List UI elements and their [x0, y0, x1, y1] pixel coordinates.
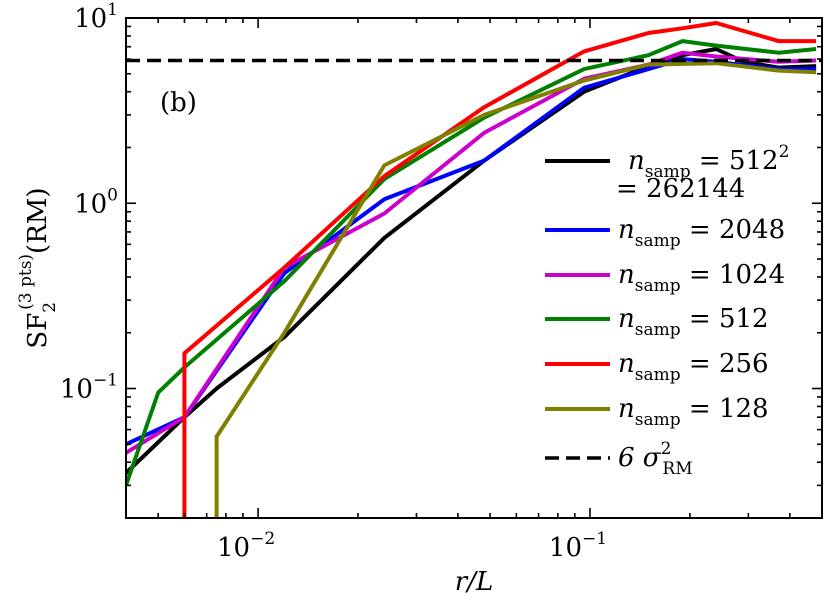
- legend-label-5: nsamp = 128: [618, 394, 769, 430]
- ticks-layer: 10−2 10−1 10−1 100 101: [60, 0, 823, 563]
- y-axis-label: SF2 (3 pts)(RM): [16, 187, 60, 348]
- svg-text:r/L: r/L: [455, 567, 493, 597]
- plot-frame: [125, 17, 823, 519]
- legend-label-3: nsamp = 512: [618, 304, 769, 340]
- legend: nsamp = 5122= 262144 nsamp = 2048 nsamp = …: [545, 142, 789, 479]
- x-axis-label: r/L: [455, 567, 493, 597]
- series-line-5: [214, 61, 817, 518]
- legend-label-2: nsamp = 1024: [618, 260, 785, 296]
- legend-label-1: nsamp = 2048: [618, 215, 785, 251]
- legend-label-4: nsamp = 256: [618, 349, 769, 385]
- x-tick-label-1: 10−1: [549, 529, 607, 563]
- y-axis-label-sup: (3 pts): [16, 254, 36, 310]
- series-line-2: [126, 50, 817, 455]
- legend-label-0: nsamp = 5122: [628, 142, 789, 182]
- y-axis-label-base: SF: [23, 313, 53, 349]
- series-layer: [126, 21, 822, 518]
- legend-label-6: 6 σ2 RM: [618, 439, 693, 479]
- legend-label-0-line2: = 262144: [616, 174, 745, 204]
- svg-text:SF2(3 pts)(RM): SF2 (3 pts)(RM): [16, 187, 60, 348]
- series-line-3: [126, 39, 817, 487]
- y-tick-label-2: 101: [74, 0, 118, 34]
- y-tick-label-0: 10−1: [60, 371, 118, 405]
- series-line-4: [182, 21, 817, 518]
- y-axis-label-suffix: (RM): [23, 187, 53, 254]
- x-tick-label-0: 10−2: [217, 529, 275, 563]
- y-tick-label-1: 100: [74, 185, 118, 219]
- panel-label: (b): [160, 88, 197, 118]
- y-axis-label-sub: 2: [40, 302, 60, 313]
